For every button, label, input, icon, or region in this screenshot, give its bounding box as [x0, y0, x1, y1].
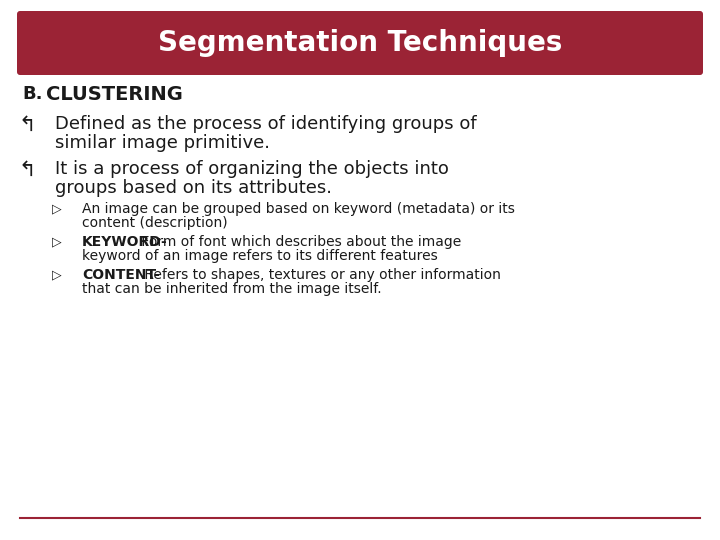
Text: Refers to shapes, textures or any other information: Refers to shapes, textures or any other … — [140, 268, 501, 282]
Text: Segmentation Techniques: Segmentation Techniques — [158, 29, 562, 57]
Text: ↰: ↰ — [18, 160, 35, 180]
Text: that can be inherited from the image itself.: that can be inherited from the image its… — [82, 282, 382, 296]
Text: ▷: ▷ — [52, 202, 62, 215]
Text: keyword of an image refers to its different features: keyword of an image refers to its differ… — [82, 249, 438, 263]
Text: Defined as the process of identifying groups of: Defined as the process of identifying gr… — [55, 115, 477, 133]
Text: An image can be grouped based on keyword (metadata) or its: An image can be grouped based on keyword… — [82, 202, 515, 216]
Text: CLUSTERING: CLUSTERING — [46, 85, 183, 104]
Text: ▷: ▷ — [52, 235, 62, 248]
FancyBboxPatch shape — [17, 11, 703, 75]
Text: Form of font which describes about the image: Form of font which describes about the i… — [137, 235, 462, 249]
Text: CONTENT-: CONTENT- — [82, 268, 160, 282]
Text: ↰: ↰ — [18, 115, 35, 135]
Text: content (description): content (description) — [82, 216, 228, 230]
Text: B.: B. — [22, 85, 42, 103]
Text: groups based on its attributes.: groups based on its attributes. — [55, 179, 332, 197]
Text: ▷: ▷ — [52, 268, 62, 281]
Text: similar image primitive.: similar image primitive. — [55, 134, 270, 152]
Text: KEYWORD-: KEYWORD- — [82, 235, 168, 249]
Text: It is a process of organizing the objects into: It is a process of organizing the object… — [55, 160, 449, 178]
